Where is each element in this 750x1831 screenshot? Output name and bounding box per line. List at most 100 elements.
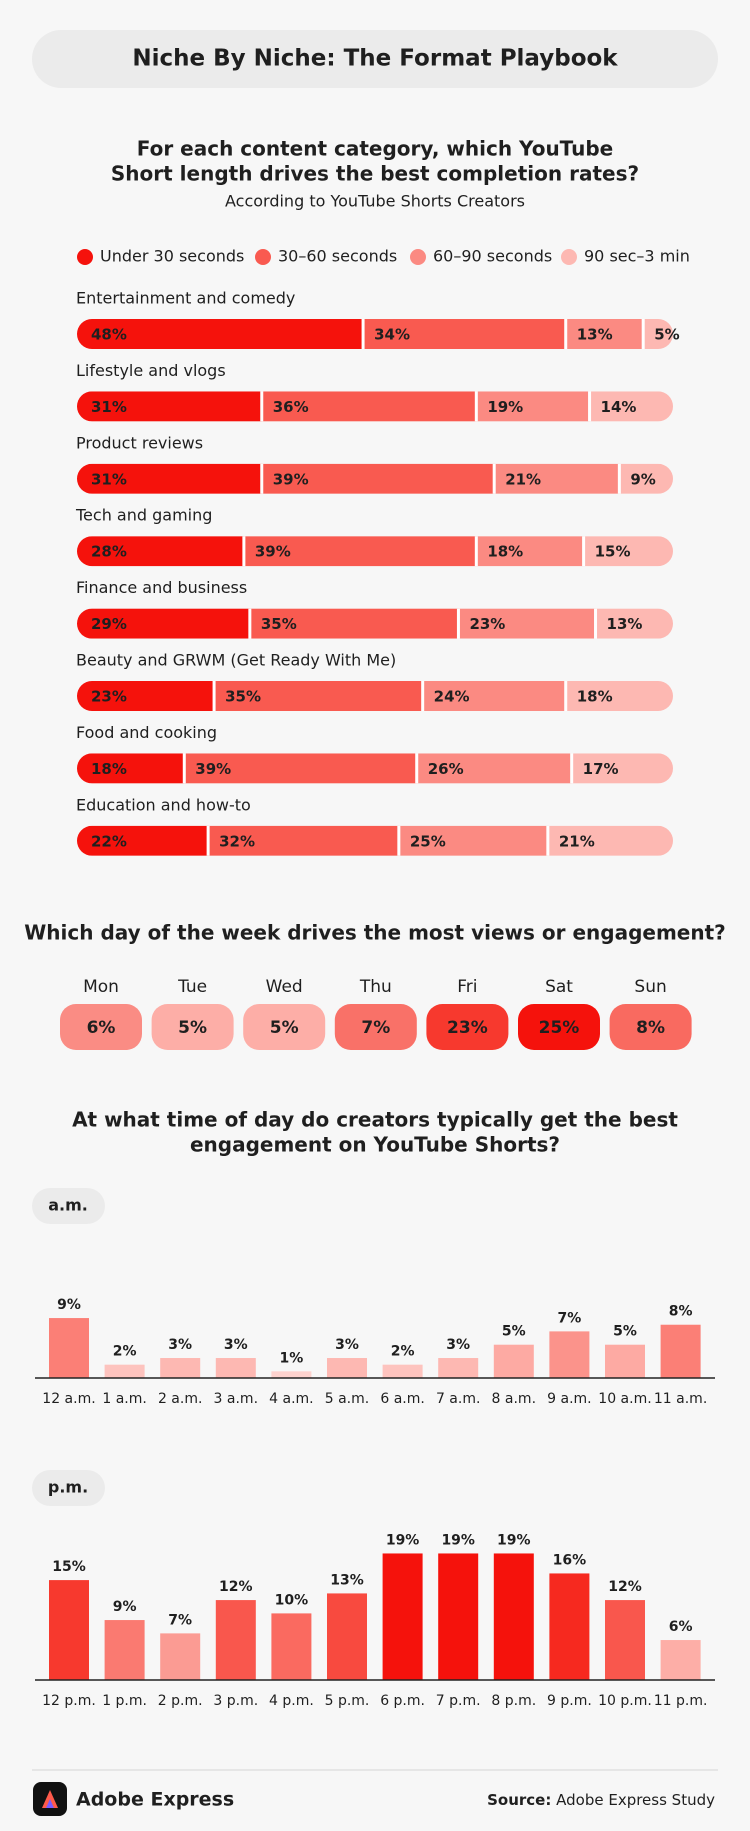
bar-segment bbox=[77, 319, 364, 349]
legend-marker bbox=[255, 249, 271, 265]
bar-segment bbox=[422, 681, 566, 711]
x-tick-label: 9 p.m. bbox=[547, 1693, 592, 1709]
bar-segment bbox=[476, 536, 584, 567]
value-label: 25% bbox=[410, 832, 446, 850]
value-label: 35% bbox=[225, 688, 261, 706]
value-label: 9% bbox=[113, 1599, 137, 1615]
bar-segment bbox=[77, 753, 185, 784]
bar bbox=[382, 1553, 423, 1680]
category-label: Education and how-to bbox=[76, 795, 251, 814]
value-label: 7% bbox=[558, 1310, 582, 1326]
bar-segment bbox=[261, 463, 495, 494]
bar bbox=[104, 1620, 145, 1680]
day-tile bbox=[518, 1004, 600, 1050]
chart-subtitle: According to YouTube Shorts Creators bbox=[225, 192, 525, 211]
bar bbox=[549, 1573, 590, 1680]
value-label: 7% bbox=[168, 1612, 192, 1628]
bar-segment bbox=[619, 463, 673, 494]
value-label: 12% bbox=[608, 1579, 642, 1595]
x-tick-label: 11 p.m. bbox=[654, 1693, 708, 1709]
value-label: 17% bbox=[583, 760, 619, 778]
value-label: 31% bbox=[91, 470, 127, 488]
bar bbox=[438, 1358, 479, 1378]
value-label: 32% bbox=[219, 832, 255, 850]
value-label: 9% bbox=[57, 1297, 81, 1313]
bar-segment bbox=[571, 753, 673, 784]
value-label: 15% bbox=[52, 1559, 86, 1575]
value-label: 16% bbox=[553, 1552, 587, 1568]
category-label: Product reviews bbox=[76, 433, 203, 452]
value-label: 18% bbox=[91, 760, 127, 778]
header-title: Niche By Niche: The Format Playbook bbox=[132, 46, 618, 72]
x-tick-label: 5 a.m. bbox=[325, 1391, 369, 1407]
value-label: 31% bbox=[91, 398, 127, 416]
bar-segment bbox=[476, 391, 590, 422]
bar bbox=[660, 1640, 701, 1680]
bar bbox=[605, 1600, 645, 1680]
day-tile bbox=[60, 1004, 142, 1050]
x-tick-label: 7 a.m. bbox=[436, 1391, 480, 1407]
stacked-bar bbox=[77, 825, 673, 856]
bar bbox=[215, 1358, 256, 1378]
bar-segment bbox=[243, 536, 477, 567]
panel-label: p.m. bbox=[48, 1478, 88, 1497]
value-label: 34% bbox=[374, 326, 410, 344]
value-label: 23% bbox=[91, 688, 127, 706]
value-label: 25% bbox=[539, 1018, 580, 1038]
bar-segment bbox=[77, 608, 250, 639]
value-label: 9% bbox=[630, 470, 655, 488]
day-label: Sat bbox=[545, 977, 573, 997]
x-tick-label: 12 p.m. bbox=[42, 1693, 96, 1709]
value-label: 24% bbox=[434, 688, 470, 706]
bar-segment bbox=[214, 681, 423, 711]
bar-segment bbox=[249, 608, 459, 639]
source: Source: Adobe Express Study bbox=[487, 1791, 715, 1809]
value-label: 19% bbox=[497, 1532, 531, 1548]
bar-segment bbox=[565, 681, 673, 711]
day-label: Mon bbox=[83, 977, 119, 997]
bar bbox=[160, 1633, 201, 1680]
bar bbox=[660, 1324, 701, 1378]
bar-segment bbox=[565, 319, 644, 349]
value-label: 13% bbox=[330, 1572, 364, 1588]
bar-segment bbox=[398, 825, 548, 856]
value-label: 3% bbox=[446, 1337, 470, 1353]
bar bbox=[493, 1344, 534, 1378]
x-tick-label: 6 p.m. bbox=[380, 1693, 425, 1709]
bar-segment bbox=[583, 536, 673, 567]
value-label: 12% bbox=[219, 1579, 253, 1595]
x-tick-label: 5 p.m. bbox=[325, 1693, 370, 1709]
value-label: 5% bbox=[178, 1018, 207, 1038]
bar bbox=[605, 1344, 645, 1378]
value-label: 3% bbox=[224, 1337, 248, 1353]
bar-segment bbox=[595, 608, 673, 639]
x-tick-label: 8 a.m. bbox=[492, 1391, 536, 1407]
value-label: 7% bbox=[361, 1018, 390, 1038]
legend-label: 90 sec–3 min bbox=[584, 247, 690, 266]
value-label: 19% bbox=[386, 1532, 420, 1548]
value-label: 28% bbox=[91, 543, 127, 561]
bar bbox=[215, 1600, 256, 1680]
category-label: Food and cooking bbox=[76, 723, 217, 742]
bar bbox=[493, 1553, 534, 1680]
panel-pill bbox=[32, 1470, 105, 1506]
x-tick-label: 8 p.m. bbox=[491, 1693, 536, 1709]
bar-segment bbox=[77, 463, 262, 494]
x-tick-label: 2 a.m. bbox=[158, 1391, 202, 1407]
bar bbox=[382, 1364, 423, 1378]
x-tick-label: 7 p.m. bbox=[436, 1693, 481, 1709]
bar-segment bbox=[77, 681, 215, 711]
day-label: Fri bbox=[457, 977, 477, 997]
chart-title: Short length drives the best completion … bbox=[111, 162, 639, 186]
bar bbox=[327, 1358, 367, 1378]
bar-segment bbox=[77, 825, 209, 856]
legend-label: 30–60 seconds bbox=[278, 247, 397, 266]
value-label: 48% bbox=[91, 326, 127, 344]
legend-label: Under 30 seconds bbox=[100, 247, 244, 266]
value-label: 21% bbox=[559, 832, 595, 850]
value-label: 21% bbox=[505, 470, 541, 488]
bar-segment bbox=[416, 753, 572, 784]
legend-marker bbox=[561, 249, 577, 265]
x-tick-label: 1 p.m. bbox=[102, 1693, 147, 1709]
